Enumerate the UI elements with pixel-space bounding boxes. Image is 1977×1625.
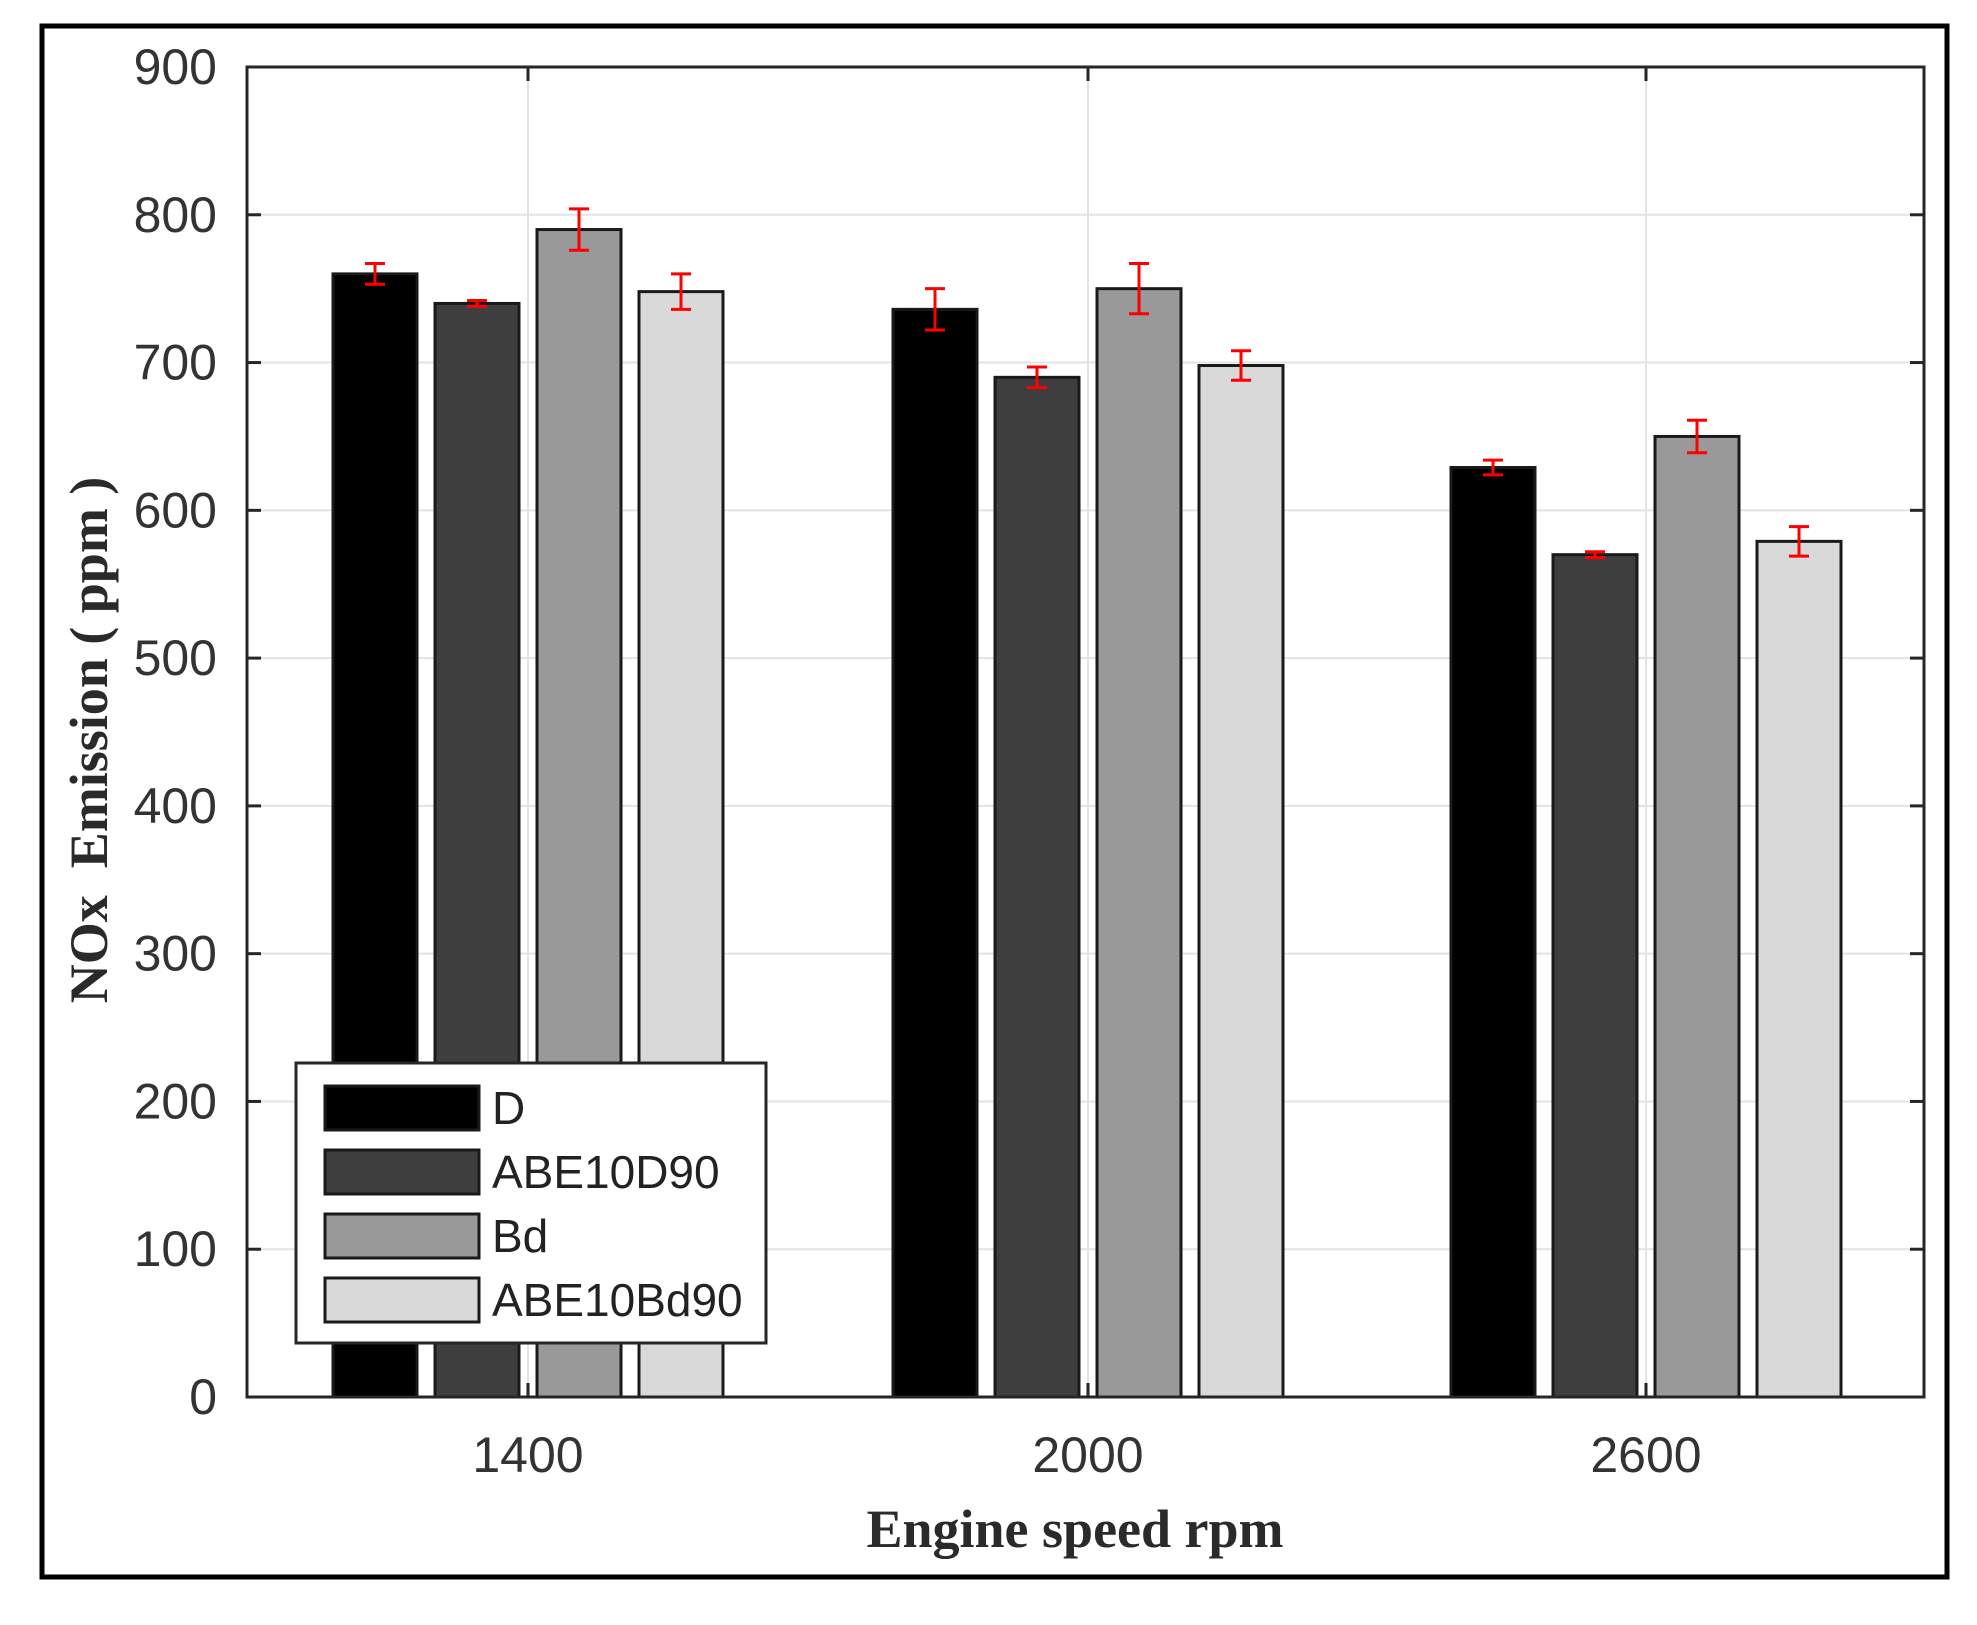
legend-swatch bbox=[323, 1084, 481, 1132]
legend-label: ABE10D90 bbox=[492, 1146, 720, 1198]
bar bbox=[1095, 287, 1183, 1399]
bar bbox=[1449, 465, 1537, 1399]
plot-area-frame bbox=[245, 65, 1926, 1399]
x-tick-label: 2000 bbox=[1032, 1427, 1143, 1483]
y-tick-label: 200 bbox=[134, 1073, 217, 1129]
bar bbox=[1755, 539, 1843, 1399]
x-axis-title: Engine speed rpm bbox=[866, 1499, 1283, 1559]
y-tick-label: 300 bbox=[134, 926, 217, 982]
y-tick-label: 500 bbox=[134, 630, 217, 686]
y-tick-label: 900 bbox=[134, 39, 217, 95]
legend-label: Bd bbox=[492, 1210, 548, 1262]
legend: D ABE10D90 Bd ABE10Bd90 bbox=[294, 1061, 768, 1345]
y-tick-label: 800 bbox=[134, 187, 217, 243]
error-bars bbox=[365, 207, 1809, 560]
x-tick-label: 2600 bbox=[1590, 1427, 1701, 1483]
legend-label: D bbox=[492, 1082, 525, 1134]
legend-label: ABE10Bd90 bbox=[492, 1274, 743, 1326]
bars bbox=[331, 228, 1843, 1399]
y-tick-label: 600 bbox=[134, 482, 217, 538]
bar bbox=[993, 375, 1081, 1399]
bar bbox=[1653, 434, 1741, 1399]
y-tick-label: 400 bbox=[134, 778, 217, 834]
legend-swatch bbox=[323, 1212, 481, 1260]
y-tick-label: 0 bbox=[189, 1369, 217, 1425]
bar bbox=[1197, 364, 1285, 1399]
x-tick-label: 1400 bbox=[472, 1427, 583, 1483]
y-axis-title: NOx Emission ( ppm ) bbox=[59, 477, 119, 1004]
y-tick-label: 700 bbox=[134, 335, 217, 391]
axis-ticks: 0 100 200 300 400 500 600 700 800 900 1400 2000 2600 bbox=[134, 39, 1924, 1483]
y-tick-label: 100 bbox=[134, 1221, 217, 1277]
legend-swatch bbox=[323, 1148, 481, 1196]
bar bbox=[1551, 553, 1639, 1399]
legend-swatch bbox=[323, 1276, 481, 1324]
bar bbox=[891, 307, 979, 1399]
